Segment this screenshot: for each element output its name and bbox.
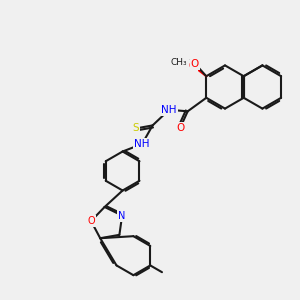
Text: N: N bbox=[118, 211, 126, 220]
Text: O: O bbox=[189, 61, 196, 71]
Text: O: O bbox=[191, 58, 199, 69]
Text: O: O bbox=[176, 123, 184, 133]
Text: S: S bbox=[133, 123, 140, 134]
Text: O: O bbox=[87, 216, 95, 226]
Text: CH₃: CH₃ bbox=[171, 58, 188, 67]
Text: NH: NH bbox=[161, 105, 177, 115]
Text: NH: NH bbox=[134, 139, 150, 149]
